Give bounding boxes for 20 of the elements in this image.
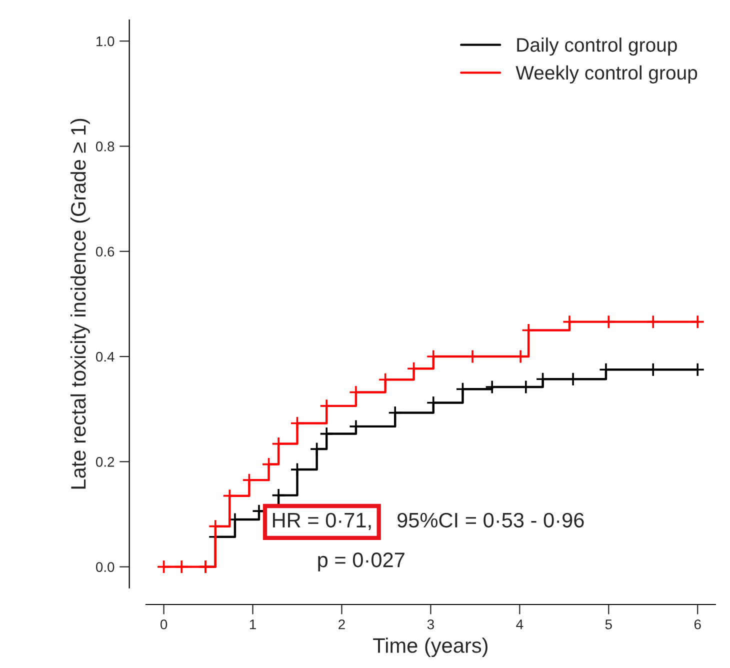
- legend-label: Daily control group: [517, 38, 677, 56]
- x-tick-label: 1: [250, 620, 256, 630]
- y-tick-label: 1.0: [96, 36, 114, 46]
- x-axis-title: Time (years): [373, 638, 488, 658]
- x-tick-label: 6: [694, 619, 701, 630]
- x-tick-label: 4: [516, 620, 524, 630]
- y-tick-label: 0.8: [96, 142, 114, 152]
- annotation: 95%CI = 0·53 - 0·96: [398, 512, 584, 528]
- x-tick-label: 5: [605, 620, 612, 630]
- annotation: HR = 0·71,: [272, 512, 371, 530]
- y-tick-label: 0.4: [96, 352, 114, 362]
- y-tick-label: 0.2: [96, 456, 114, 467]
- y-tick-label: 0.6: [96, 246, 114, 257]
- legend-label: Weekly control group: [516, 65, 698, 84]
- y-tick-label: 0.0: [96, 562, 114, 572]
- x-tick-label: 2: [338, 619, 345, 630]
- y-axis-title: Late rectal toxicity incidence (Grade ≥ 1): [70, 118, 90, 489]
- x-tick-label: 3: [427, 619, 434, 630]
- annotation: p = 0·027: [318, 552, 404, 572]
- x-tick-label: 0: [160, 619, 168, 630]
